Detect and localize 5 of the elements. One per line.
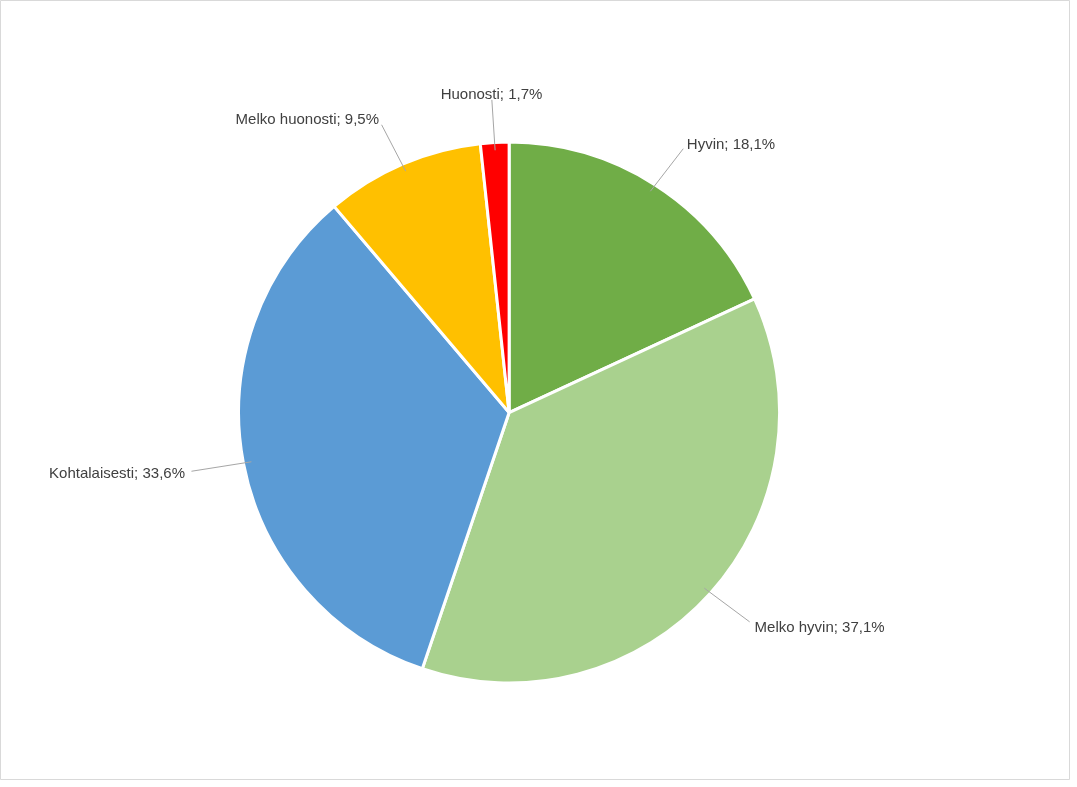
slice-label: Melko huonosti; 9,5% (235, 110, 380, 128)
slice-label: Kohtalaisesti; 33,6% (49, 463, 185, 481)
slice-label: Huonosti; 1,7% (440, 85, 543, 102)
slice-label: Melko hyvin; 37,1% (754, 617, 885, 635)
slice-label: Hyvin; 18,1% (686, 134, 776, 152)
